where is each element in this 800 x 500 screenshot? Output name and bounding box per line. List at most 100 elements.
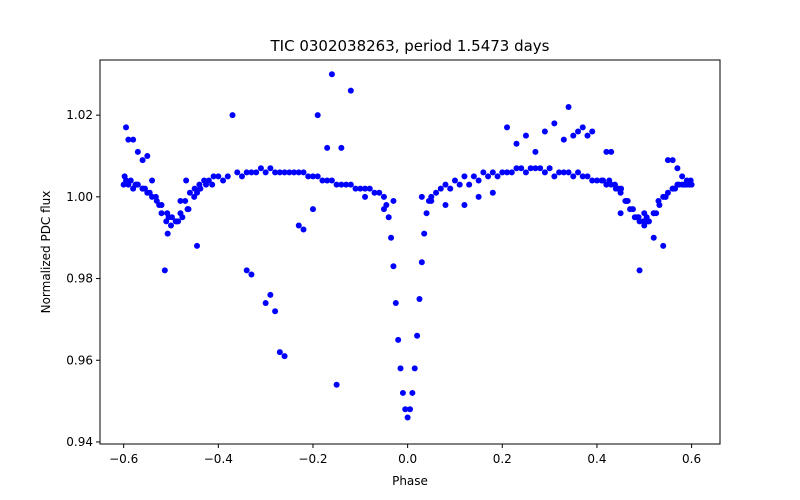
data-point — [295, 169, 302, 176]
data-point — [593, 177, 600, 184]
data-point — [640, 218, 647, 225]
data-point — [423, 210, 430, 217]
y-axis-ticks: 0.94 0.96 0.98 1.00 1.02 — [66, 108, 100, 449]
data-point — [182, 197, 189, 204]
data-point — [158, 202, 165, 209]
x-tick-label: −0.4 — [204, 452, 233, 466]
y-tick-label: 1.00 — [66, 190, 93, 204]
x-axis-ticks: −0.6 −0.4 −0.2 0.0 0.2 0.4 0.6 — [109, 444, 701, 466]
data-point — [565, 169, 572, 176]
x-axis-label: Phase — [392, 474, 428, 488]
data-point — [617, 210, 624, 217]
data-point — [409, 389, 416, 396]
data-point — [589, 128, 596, 135]
data-point — [371, 189, 378, 196]
data-point — [272, 308, 279, 315]
data-point — [437, 185, 444, 192]
data-point — [399, 389, 406, 396]
data-point — [314, 173, 321, 180]
data-point — [428, 197, 435, 204]
data-point — [418, 259, 425, 266]
data-point — [584, 132, 591, 139]
data-point — [173, 218, 180, 225]
data-point — [168, 214, 175, 221]
data-point — [660, 242, 667, 249]
data-point — [679, 173, 686, 180]
data-point — [185, 206, 192, 213]
data-point — [238, 173, 245, 180]
data-point — [575, 169, 582, 176]
data-point — [390, 197, 397, 204]
data-point — [664, 157, 671, 164]
data-point — [470, 173, 477, 180]
data-point — [305, 173, 312, 180]
data-point — [392, 300, 399, 307]
data-point — [152, 193, 159, 200]
data-point — [243, 267, 250, 274]
data-point — [281, 169, 288, 176]
data-point — [522, 132, 529, 139]
data-points — [120, 71, 695, 421]
data-point — [456, 181, 463, 188]
x-tick-label: −0.2 — [298, 452, 327, 466]
data-point — [451, 177, 458, 184]
x-tick-label: 0.4 — [587, 452, 606, 466]
data-point — [338, 144, 345, 151]
data-point — [267, 165, 274, 172]
data-point — [416, 295, 423, 302]
data-point — [522, 169, 529, 176]
data-point — [618, 185, 625, 192]
data-point — [570, 132, 577, 139]
data-point — [347, 181, 354, 188]
data-point — [324, 144, 331, 151]
data-point — [262, 300, 269, 307]
data-point — [475, 193, 482, 200]
data-point — [139, 157, 146, 164]
data-point — [243, 169, 250, 176]
data-point — [606, 177, 613, 184]
data-point — [376, 189, 383, 196]
data-point — [669, 185, 676, 192]
data-point — [380, 206, 387, 213]
data-point — [411, 365, 418, 372]
data-point — [635, 214, 642, 221]
data-point — [319, 177, 326, 184]
y-tick-label: 1.02 — [66, 108, 93, 122]
data-point — [146, 189, 153, 196]
data-point — [579, 173, 586, 180]
data-point — [127, 177, 134, 184]
y-tick-label: 0.98 — [66, 272, 93, 286]
data-point — [164, 230, 171, 237]
data-point — [480, 169, 487, 176]
data-point — [475, 177, 482, 184]
x-tick-label: 0.6 — [682, 452, 701, 466]
data-point — [262, 169, 269, 176]
data-point — [183, 177, 190, 184]
data-point — [158, 210, 165, 217]
data-point — [421, 230, 428, 237]
data-point — [362, 193, 369, 200]
data-point — [683, 177, 690, 184]
data-point — [504, 124, 511, 131]
data-point — [366, 185, 373, 192]
data-point — [636, 267, 643, 274]
data-point — [385, 214, 392, 221]
data-point — [267, 291, 274, 298]
data-point — [418, 193, 425, 200]
data-point — [194, 242, 201, 249]
data-point — [125, 136, 132, 143]
data-point — [518, 165, 525, 172]
data-point — [220, 177, 227, 184]
data-point — [139, 185, 146, 192]
data-point — [466, 181, 473, 188]
data-point — [177, 197, 184, 204]
y-axis-label: Normalized PDC flux — [39, 191, 53, 314]
data-point — [179, 214, 186, 221]
data-point — [215, 173, 222, 180]
data-point — [362, 185, 369, 192]
data-point — [504, 169, 511, 176]
data-point — [650, 210, 657, 217]
data-point — [224, 173, 231, 180]
data-point — [603, 148, 610, 155]
data-point — [248, 169, 255, 176]
